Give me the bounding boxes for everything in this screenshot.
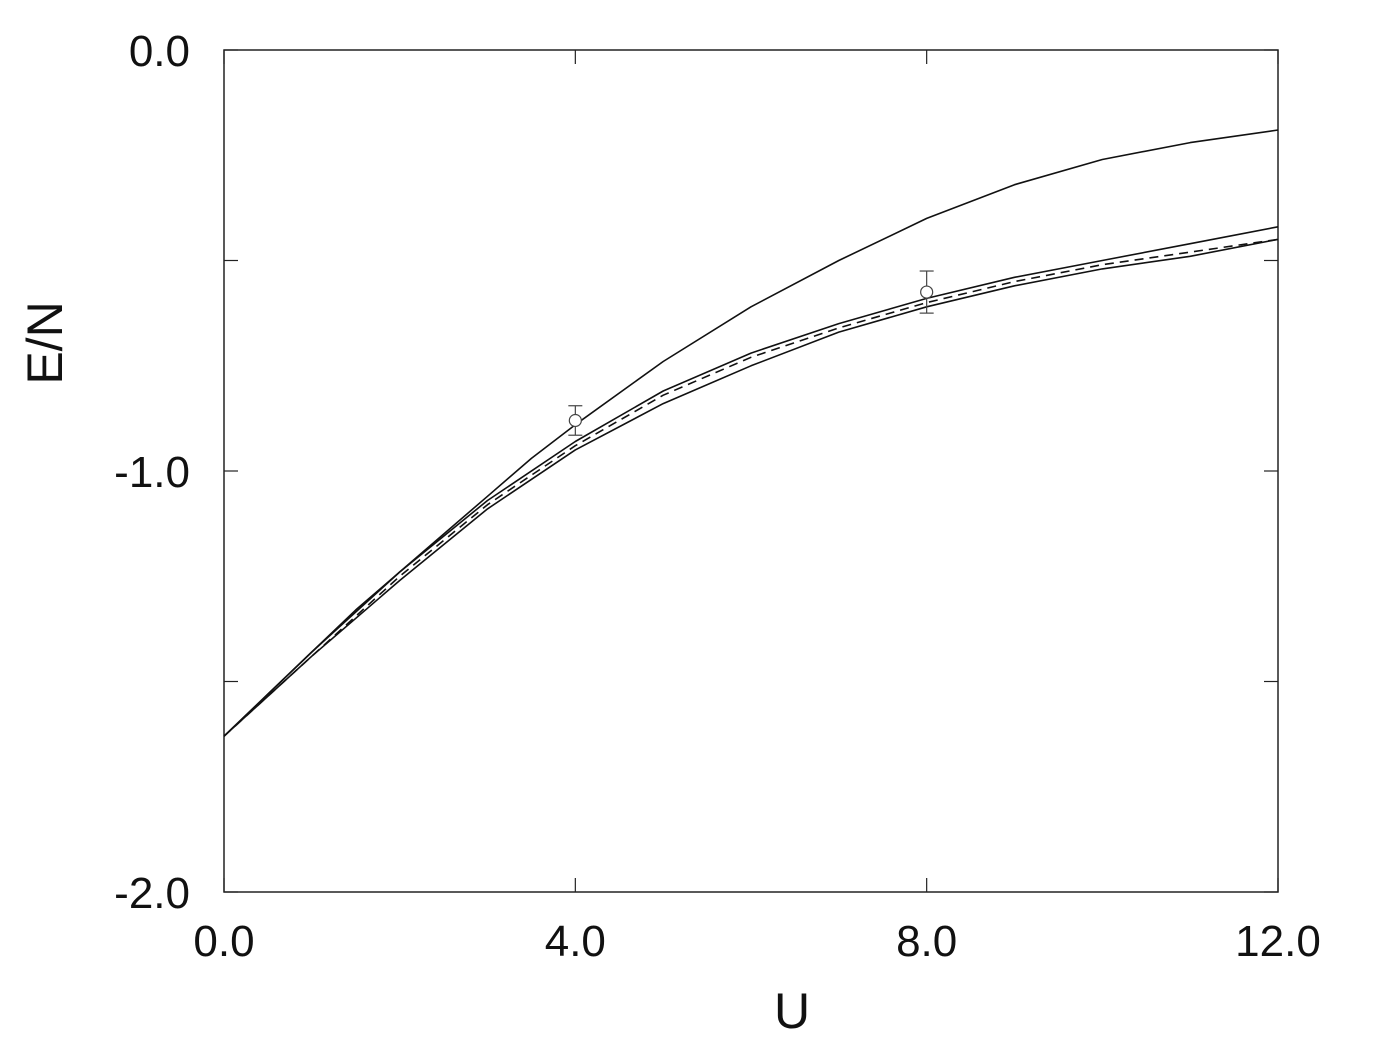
x-tick-label: 0.0 xyxy=(193,917,254,966)
series-line-2 xyxy=(223,226,1279,737)
series-line-1 xyxy=(223,129,1279,737)
plot-frame xyxy=(223,49,1279,893)
series-lines xyxy=(223,129,1279,737)
y-tick-label: -1.0 xyxy=(114,448,190,497)
data-points xyxy=(568,270,934,436)
series-line-3 xyxy=(223,238,1279,737)
axis-ticks xyxy=(223,49,1279,893)
data-point-marker xyxy=(920,285,934,299)
x-tick-label: 8.0 xyxy=(896,917,957,966)
data-point-marker xyxy=(568,413,582,428)
y-tick-label: -2.0 xyxy=(114,869,190,918)
x-tick-label: 4.0 xyxy=(545,917,606,966)
y-axis-title: E/N xyxy=(17,301,73,384)
series-line-4 xyxy=(223,238,1279,737)
x-tick-label: 12.0 xyxy=(1235,917,1321,966)
x-axis-title: U xyxy=(774,983,810,1039)
tick-labels: 0.0 4.0 8.0 12.0 0.0 -1.0 -2.0 xyxy=(114,27,1321,966)
y-tick-label: 0.0 xyxy=(129,27,190,76)
